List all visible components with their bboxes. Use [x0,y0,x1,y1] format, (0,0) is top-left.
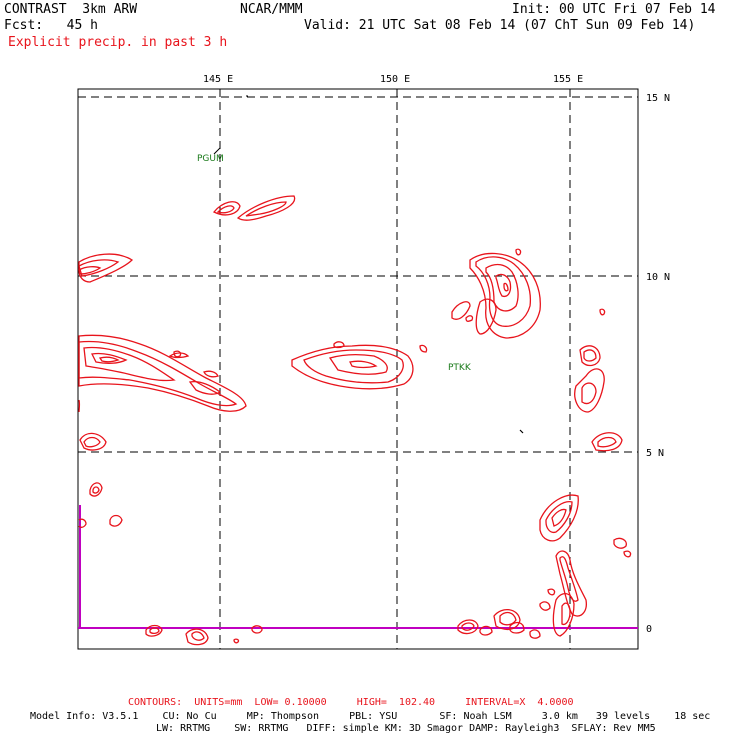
island-mark [519,429,524,434]
station-label-ptkk: PTKK [448,363,472,373]
forecast-hour: Fcst: 45 h [4,18,98,33]
lon-label-150e: 150 E [380,74,410,85]
valid-time: Valid: 21 UTC Sat 08 Feb 14 (07 ChT Sun … [304,18,696,33]
map-frame [77,88,639,650]
precip-contours [78,195,632,646]
contour-info: CONTOURS: UNITS=mm LOW= 0.10000 HIGH= 10… [128,697,574,708]
coastline-marks [213,95,248,155]
field-title: Explicit precip. in past 3 h [8,35,228,50]
graticule [78,89,638,649]
org-label: NCAR/MMM [240,2,303,17]
init-time: Init: 00 UTC Fri 07 Feb 14 [512,2,716,17]
lon-label-155e: 155 E [553,74,583,85]
lat-label-5n: 5 N [646,448,664,459]
lat-label-15n: 15 N [646,93,670,104]
lat-label-0: 0 [646,624,652,635]
model-info-line-1: Model Info: V3.5.1 CU: No Cu MP: Thompso… [30,711,711,722]
lon-label-145e: 145 E [203,74,233,85]
model-title: CONTRAST 3km ARW [4,2,138,17]
station-label-pgum: PGUM [197,154,224,164]
lat-label-10n: 10 N [646,272,670,283]
model-info-line-2: LW: RRTMG SW: RRTMG DIFF: simple KM: 3D … [156,723,656,734]
